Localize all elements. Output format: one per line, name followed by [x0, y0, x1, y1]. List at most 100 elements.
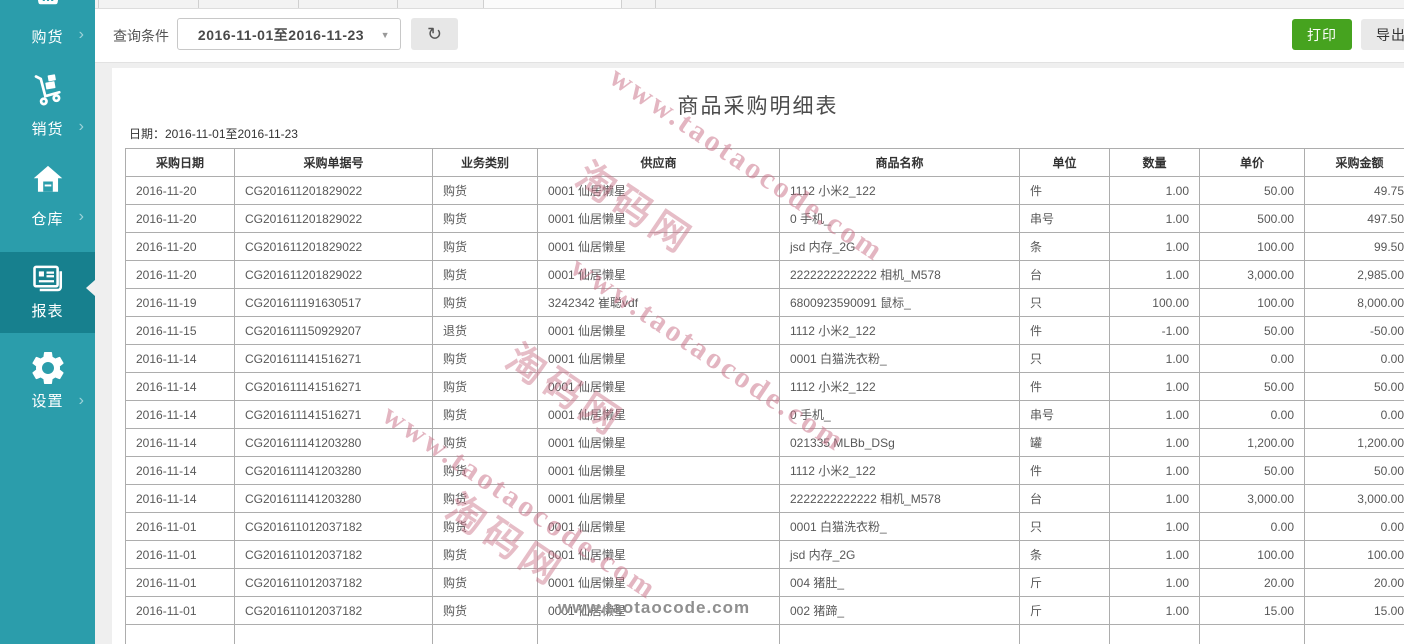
- cell: 购货: [432, 428, 538, 457]
- cell: 0001 仙居懒星: [537, 316, 780, 345]
- sidebar-item-sales[interactable]: 销货 ›: [0, 72, 95, 142]
- cell: 2016-11-01: [125, 568, 235, 597]
- cell: 3,000.00: [1304, 484, 1404, 513]
- cell: 0001 仙居懒星: [537, 344, 780, 373]
- table-row: 2016-11-01 CG201611012037182 购货 0001 仙居懒星 00…: [125, 568, 1404, 597]
- cell: 99.50: [1304, 232, 1404, 261]
- sidebar-item-purchase[interactable]: 购货 ›: [0, 0, 95, 49]
- cell: 1.00: [1109, 260, 1200, 289]
- sidebar-item-label: 销货: [31, 121, 64, 138]
- export-button[interactable]: 导出: [1361, 19, 1404, 50]
- cell: 500.00: [1199, 204, 1305, 233]
- table-row: 2016-11-20 CG201611201829022 购货 0001 仙居懒星 js…: [125, 232, 1404, 261]
- content-area: 商品采购明细表 日期：2016-11-01至2016-11-23 采购日期 采购单…: [95, 62, 1404, 644]
- sidebar-item-label: 设置: [31, 393, 64, 410]
- cell: 串号: [1019, 204, 1110, 233]
- sidebar-item-reports[interactable]: 报表: [0, 252, 95, 333]
- cell: 0001 仙居懒星: [537, 400, 780, 429]
- cell: 购货: [432, 260, 538, 289]
- cell: 2016-11-20: [125, 232, 235, 261]
- purchase-detail-table: 采购日期 采购单据号 业务类别 供应商 商品名称 单位 数量 单价 采购金额 2016-11-2…: [125, 148, 1404, 644]
- cell: 021335 MLBb_DSg: [779, 428, 1020, 457]
- cell: 0001 仙居懒星: [537, 204, 780, 233]
- cell: 2016-11-14: [125, 456, 235, 485]
- cell: 条: [1019, 540, 1110, 569]
- sidebar-item-settings[interactable]: 设置 ›: [0, 348, 95, 420]
- cell: CG201611141516271: [234, 344, 433, 373]
- cell: 购货: [432, 400, 538, 429]
- chevron-right-icon: ›: [78, 208, 84, 225]
- cell: 100.00: [1199, 540, 1305, 569]
- cell: 3,000.00: [1199, 484, 1305, 513]
- cell: 购货: [432, 204, 538, 233]
- cell: [1109, 624, 1200, 644]
- cell: 0001 仙居懒星: [537, 260, 780, 289]
- cell: 0 手机_: [779, 204, 1020, 233]
- sidebar-item-warehouse[interactable]: 仓库 ›: [0, 162, 95, 232]
- cell: 2016-11-01: [125, 512, 235, 541]
- cell: 购货: [432, 372, 538, 401]
- cell: 购货: [432, 596, 538, 625]
- cell: 购货: [432, 484, 538, 513]
- refresh-button[interactable]: ↻: [411, 18, 458, 50]
- cell: 0.00: [1199, 344, 1305, 373]
- warehouse-icon: [0, 162, 95, 198]
- cell: 购货: [432, 176, 538, 205]
- chevron-right-icon: ›: [78, 118, 84, 135]
- cell: 购货: [432, 456, 538, 485]
- cell: 100.00: [1199, 288, 1305, 317]
- cell: 100.00: [1199, 232, 1305, 261]
- cell: [125, 624, 235, 644]
- cell: 15.00: [1199, 596, 1305, 625]
- date-range-select[interactable]: 2016-11-01至2016-11-23 ▼: [177, 18, 401, 50]
- cell: 8,000.00: [1304, 288, 1404, 317]
- cell: 购货: [432, 344, 538, 373]
- cell: 0 手机_: [779, 400, 1020, 429]
- cell: 1.00: [1109, 540, 1200, 569]
- cell: 2016-11-14: [125, 344, 235, 373]
- cell: CG201611012037182: [234, 596, 433, 625]
- cell: 1.00: [1109, 512, 1200, 541]
- cell: 只: [1019, 344, 1110, 373]
- header-cell: 数量: [1109, 148, 1200, 177]
- cell: 1.00: [1109, 344, 1200, 373]
- tab-divider: [198, 0, 199, 8]
- date-range-value: 2016-11-01至2016-11-23: [197, 27, 365, 43]
- cell: 购货: [432, 288, 538, 317]
- cell: 0.00: [1304, 400, 1404, 429]
- cell: 0001 仙居懒星: [537, 540, 780, 569]
- cell: [432, 624, 538, 644]
- cell: -1.00: [1109, 316, 1200, 345]
- table-row: 2016-11-14 CG201611141516271 购货 0001 仙居懒星 0 …: [125, 400, 1404, 429]
- print-button[interactable]: 打印: [1292, 19, 1352, 50]
- cell: 件: [1019, 176, 1110, 205]
- cell: CG201611201829022: [234, 260, 433, 289]
- cell: 1.00: [1109, 204, 1200, 233]
- cell: 002 猪蹄_: [779, 596, 1020, 625]
- table-row: 2016-11-20 CG201611201829022 购货 0001 仙居懒星 22…: [125, 260, 1404, 289]
- tab-strip: [95, 0, 1404, 9]
- header-cell: 供应商: [537, 148, 780, 177]
- header-cell: 采购日期: [125, 148, 235, 177]
- cell: [1304, 624, 1404, 644]
- cell: 2016-11-14: [125, 400, 235, 429]
- table-row: 2016-11-14 CG201611141203280 购货 0001 仙居懒星 22…: [125, 484, 1404, 513]
- cell: 条: [1019, 232, 1110, 261]
- cell: 件: [1019, 456, 1110, 485]
- cell: CG201611012037182: [234, 568, 433, 597]
- cell: 100.00: [1109, 288, 1200, 317]
- active-tab[interactable]: [483, 0, 622, 8]
- cell: 台: [1019, 484, 1110, 513]
- cell: 2016-11-01: [125, 540, 235, 569]
- active-item-notch: [86, 280, 95, 296]
- cell: 2222222222222 相机_M578: [779, 484, 1020, 513]
- cell: 2016-11-20: [125, 204, 235, 233]
- cell: 0001 仙居懒星: [537, 596, 780, 625]
- tab-divider: [397, 0, 398, 8]
- cell: 2,985.00: [1304, 260, 1404, 289]
- sidebar-item-label: 购货: [31, 29, 64, 46]
- cell: 2222222222222 相机_M578: [779, 260, 1020, 289]
- cell: 1112 小米2_122: [779, 176, 1020, 205]
- cell: 斤: [1019, 568, 1110, 597]
- table-row: 2016-11-15 CG201611150929207 退货 0001 仙居懒星 11…: [125, 316, 1404, 345]
